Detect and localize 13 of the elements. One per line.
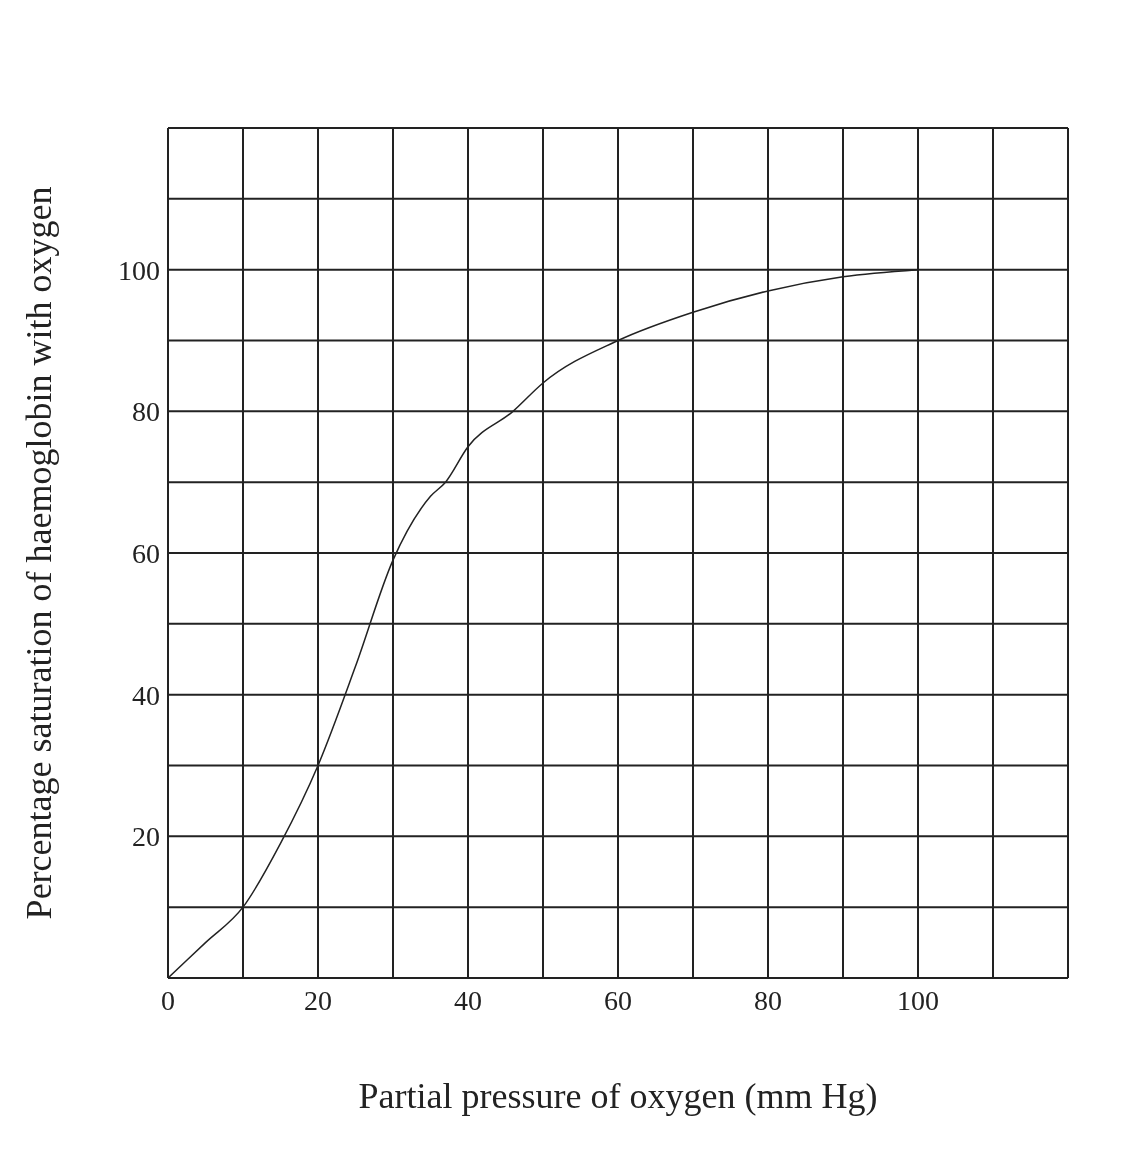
x-tick-label: 40 [454,985,482,1016]
x-tick-label: 20 [304,985,332,1016]
y-tick-label: 40 [132,679,160,711]
x-tick-label: 80 [754,985,782,1016]
y-tick-label: 80 [132,396,160,428]
y-tick-label: 20 [132,821,160,853]
x-tick-label: 60 [604,985,632,1016]
y-tick-label: 60 [132,537,160,569]
x-axis-title: Partial pressure of oxygen (mm Hg) [358,1076,878,1116]
x-tick-label: 0 [161,985,175,1016]
y-tick-label: 100 [118,254,160,286]
x-tick-label: 100 [897,985,939,1016]
y-axis-title: Percentage saturation of haemoglobin with oxygen [18,186,59,920]
